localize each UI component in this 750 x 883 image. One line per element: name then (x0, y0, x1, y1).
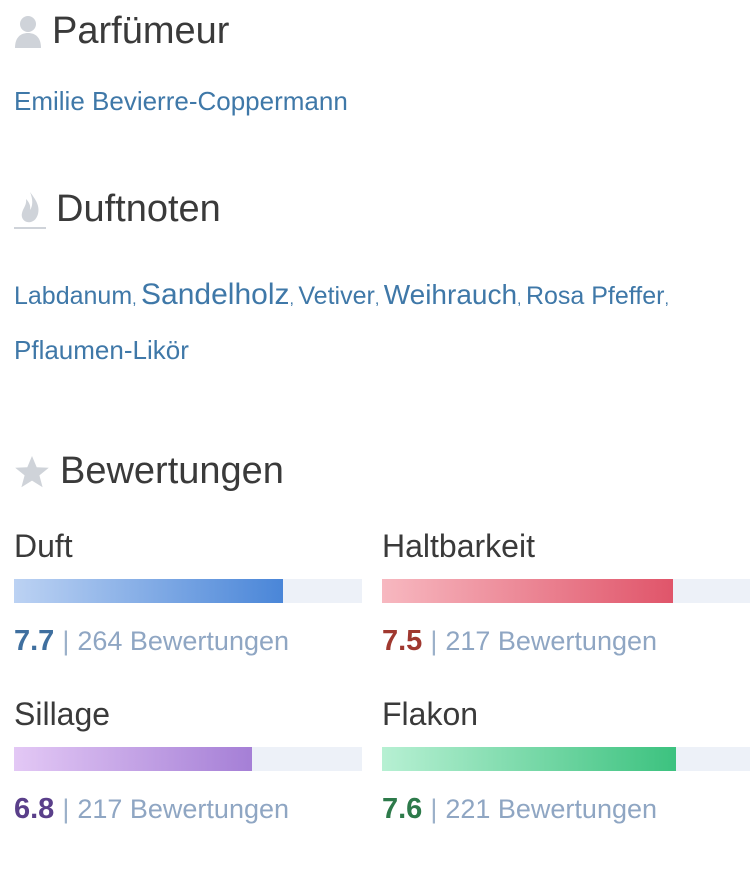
notes-heading-text: Duftnoten (56, 188, 221, 230)
rating-duft: Duft 7.7 | 264 Bewertungen (14, 526, 362, 658)
star-icon (14, 454, 50, 490)
notes-list: Labdanum, Sandelholz, Vetiver, Weihrauch… (14, 270, 738, 380)
note-separator: , (132, 291, 142, 308)
rating-label: Haltbarkeit (382, 528, 535, 564)
ratings-heading: Bewertungen (14, 450, 284, 493)
rating-label: Sillage (14, 696, 111, 732)
rating-label: Flakon (382, 696, 479, 732)
flame-icon (14, 190, 46, 230)
perfumer-heading: Parfümeur (14, 10, 229, 53)
note-vetiver[interactable]: Vetiver (298, 282, 375, 310)
rating-separator: | (430, 794, 438, 824)
note-sandelholz[interactable]: Sandelholz (141, 278, 290, 311)
rating-separator: | (62, 794, 70, 824)
rating-bar (382, 747, 750, 771)
rating-bar (14, 579, 362, 603)
note-separator: , (289, 291, 299, 308)
perfumer-heading-text: Parfümeur (52, 10, 230, 52)
perfumer-link[interactable]: Emilie Bevierre-Coppermann (14, 86, 348, 116)
rating-summary: 7.5 | 217 Bewertungen (382, 625, 750, 658)
note-separator: , (374, 291, 384, 308)
rating-score: 7.7 (14, 625, 55, 657)
rating-haltbarkeit: Haltbarkeit 7.5 | 217 Bewertungen (382, 526, 750, 658)
note-pflaumen-likoer[interactable]: Pflaumen-Likör (14, 335, 189, 365)
rating-count[interactable]: 217 Bewertungen (445, 626, 658, 656)
rating-summary: 7.6 | 221 Bewertungen (382, 793, 750, 826)
rating-score: 7.6 (382, 793, 423, 825)
rating-separator: | (430, 626, 438, 656)
note-weihrauch[interactable]: Weihrauch (383, 279, 518, 310)
rating-bar-fill (14, 747, 253, 771)
note-labdanum[interactable]: Labdanum (14, 282, 133, 310)
rating-label: Duft (14, 528, 73, 564)
rating-count[interactable]: 221 Bewertungen (445, 794, 658, 824)
rating-bar (14, 747, 362, 771)
ratings-heading-text: Bewertungen (60, 450, 284, 492)
rating-flakon: Flakon 7.6 | 221 Bewertungen (382, 694, 750, 826)
rating-bar-fill (382, 747, 677, 771)
person-icon (14, 15, 42, 49)
rating-count[interactable]: 264 Bewertungen (77, 626, 290, 656)
rating-count[interactable]: 217 Bewertungen (77, 794, 290, 824)
rating-sillage: Sillage 6.8 | 217 Bewertungen (14, 694, 362, 826)
rating-bar (382, 579, 750, 603)
rating-separator: | (62, 626, 70, 656)
rating-bar-fill (382, 579, 674, 603)
note-separator: , (664, 291, 669, 308)
rating-summary: 7.7 | 264 Bewertungen (14, 625, 362, 658)
rating-bar-fill (14, 579, 284, 603)
rating-summary: 6.8 | 217 Bewertungen (14, 793, 362, 826)
note-rosa-pfeffer[interactable]: Rosa Pfeffer (525, 282, 665, 310)
note-separator: , (517, 291, 526, 308)
rating-score: 7.5 (382, 625, 423, 657)
notes-heading: Duftnoten (14, 188, 221, 231)
rating-score: 6.8 (14, 793, 55, 825)
